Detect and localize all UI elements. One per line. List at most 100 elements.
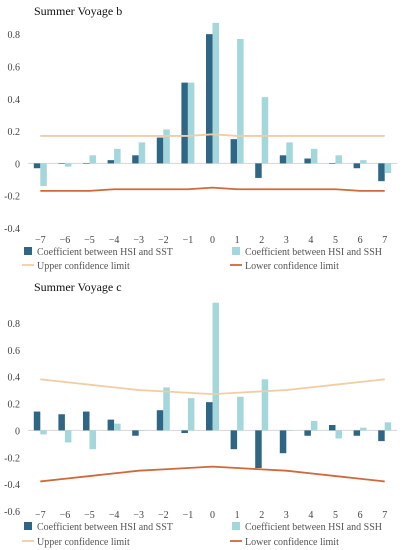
bar-ssh-1: [64, 163, 72, 167]
legend-label: Upper confidence limit: [37, 261, 130, 272]
x-tick-label: −6: [60, 235, 71, 246]
bar-sst-4: [132, 430, 139, 436]
legend-lower: Lower confidence limit: [230, 537, 339, 548]
bar-ssh-5: [163, 387, 170, 431]
y-tick-label: -0.4: [4, 224, 20, 235]
x-tick-label: −5: [84, 235, 95, 246]
bar-sst-5: [156, 137, 164, 164]
legend-swatch: [232, 247, 240, 255]
x-tick-label: 3: [284, 235, 289, 246]
bar-ssh-10: [286, 142, 293, 164]
x-tick-label: −3: [133, 510, 144, 521]
bar-sst-4: [132, 155, 139, 164]
x-tick-label: 2: [259, 235, 264, 246]
y-tick-label: 0: [15, 159, 20, 170]
bar-ssh-2: [89, 155, 96, 164]
bar-ssh-8: [237, 396, 244, 431]
chart-summer-voyage-c: Summer Voyage c 0.8 0.6 0.4 0.2 0 -0.2 -0.4 -0.6…: [4, 280, 397, 548]
x-tick-label: −4: [109, 510, 120, 521]
legend-sst: Coefficient between HSI and SST: [24, 247, 173, 258]
bar-sst-0: [33, 411, 41, 431]
bar-ssh-3: [114, 148, 121, 164]
legend-label: Coefficient between HSI and SST: [37, 247, 173, 258]
bar-ssh-6: [187, 82, 195, 164]
legend-lower: Lower confidence limit: [230, 261, 339, 272]
legend-swatch: [24, 522, 32, 530]
bar-sst-9: [255, 430, 262, 468]
bar-sst-14: [378, 163, 385, 182]
chart-title: Summer Voyage c: [34, 280, 122, 294]
bar-ssh-6: [187, 398, 195, 431]
bar-ssh-14: [384, 422, 392, 431]
chart-summer-voyage-b: Summer Voyage b 0.8 0.6 0.4 0.2 0 -0.2 -0.4 −7 −6…: [4, 4, 397, 272]
x-tick-label: −1: [183, 235, 194, 246]
y-tick-label: 0.6: [8, 346, 21, 357]
bar-sst-1: [58, 163, 65, 164]
x-tick-label: 1: [235, 510, 240, 521]
bar-ssh-11: [310, 148, 318, 164]
x-tick-label: 1: [235, 235, 240, 246]
x-tick-label: 5: [333, 510, 338, 521]
bar-sst-5: [156, 410, 164, 431]
x-tick-label: 6: [358, 510, 363, 521]
bar-sst-10: [279, 430, 287, 454]
x-tick-label: 0: [210, 235, 215, 246]
bar-ssh-0: [40, 430, 47, 435]
x-tick-label: 4: [308, 235, 313, 246]
bar-ssh-7: [212, 22, 219, 164]
y-tick-label: -0.2: [4, 192, 20, 203]
x-tick-label: 0: [210, 510, 215, 521]
legend-label: Coefficient between HSI and SSH: [245, 522, 382, 533]
y-tick-label: 0.8: [8, 30, 21, 41]
bar-sst-14: [378, 430, 385, 442]
bar-sst-7: [206, 402, 213, 431]
x-tick-label: −6: [60, 510, 71, 521]
bar-ssh-1: [64, 430, 72, 443]
y-tick-label: 0: [15, 426, 20, 437]
x-tick-label: 4: [308, 510, 313, 521]
y-tick-label: -0.2: [4, 453, 20, 464]
legend-label: Lower confidence limit: [245, 537, 339, 548]
bar-ssh-4: [138, 430, 146, 431]
y-tick-label: 0.2: [8, 127, 21, 138]
x-tick-label: −7: [35, 510, 46, 521]
x-tick-label: −2: [158, 510, 169, 521]
bar-ssh-10: [286, 430, 293, 431]
upper-confidence-line: [40, 378, 385, 395]
bar-ssh-13: [360, 160, 367, 164]
y-tick-label: -0.6: [4, 507, 20, 518]
x-tick-label: 3: [284, 510, 289, 521]
x-tick-label: −5: [84, 510, 95, 521]
x-tick-label: −3: [133, 235, 144, 246]
bar-sst-12: [329, 163, 336, 164]
bar-sst-3: [107, 160, 115, 164]
bar-ssh-12: [335, 430, 342, 439]
bar-sst-0: [33, 163, 41, 169]
x-tick-label: −1: [183, 510, 194, 521]
y-tick-label: 0.4: [8, 373, 21, 384]
bar-sst-7: [206, 34, 213, 164]
bar-ssh-2: [89, 430, 96, 450]
bar-ssh-0: [40, 163, 47, 186]
legend-upper: Upper confidence limit: [22, 537, 130, 548]
bar-ssh-9: [261, 97, 269, 164]
y-tick-label: 0.4: [8, 95, 21, 106]
x-tick-label: −2: [158, 235, 169, 246]
legend-ssh: Coefficient between HSI and SSH: [232, 247, 382, 258]
bar-sst-2: [83, 163, 90, 164]
bar-ssh-9: [261, 379, 269, 431]
bar-sst-3: [107, 419, 115, 431]
bar-ssh-4: [138, 142, 146, 164]
x-tick-label: −7: [35, 235, 46, 246]
legend-swatch: [232, 522, 240, 530]
bar-sst-13: [353, 430, 361, 436]
bar-ssh-14: [384, 163, 392, 174]
legend-label: Coefficient between HSI and SSH: [245, 247, 382, 258]
legend-ssh: Coefficient between HSI and SSH: [232, 522, 382, 533]
x-tick-label: 2: [259, 510, 264, 521]
bar-ssh-5: [163, 129, 170, 164]
bar-ssh-12: [335, 155, 342, 164]
bar-sst-6: [181, 430, 188, 434]
bar-sst-12: [329, 425, 336, 431]
